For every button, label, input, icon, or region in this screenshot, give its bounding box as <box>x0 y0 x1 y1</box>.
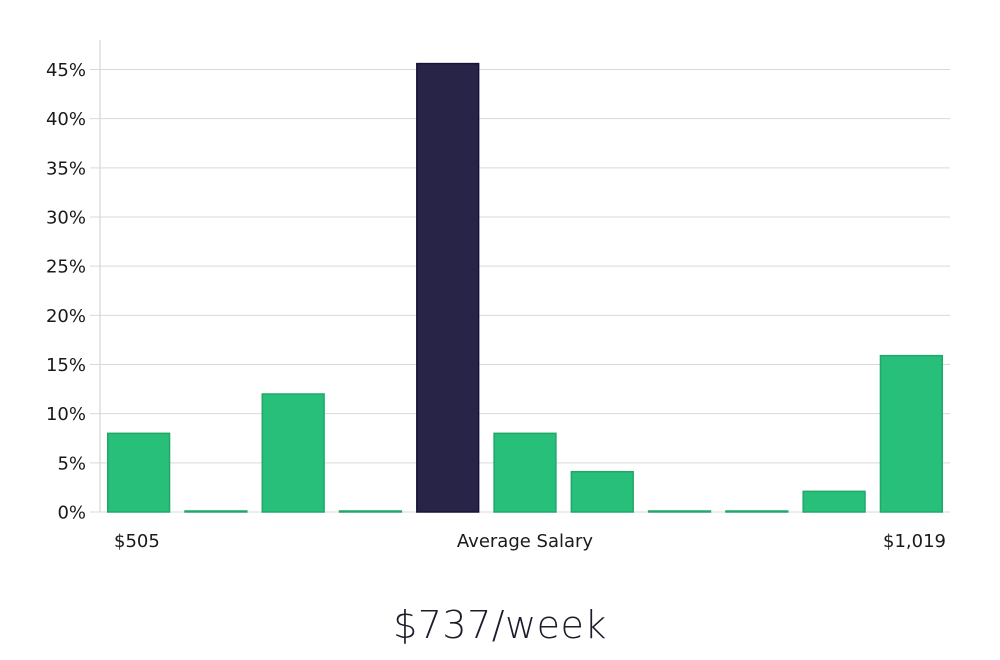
bar <box>493 432 557 513</box>
y-tick-label: 45% <box>46 60 86 81</box>
bar <box>647 510 712 513</box>
chart-svg: 0% 5% 10% 15% 20% 25% 30% 35% 40% 45% $505 Average… <box>46 40 950 552</box>
bar <box>725 510 789 513</box>
y-tick-label: 35% <box>46 158 86 179</box>
y-tick-label: 5% <box>57 453 86 474</box>
y-tick-label: 25% <box>46 257 86 278</box>
y-tick-label: 20% <box>46 306 86 327</box>
x-tick-label: Average Salary <box>457 531 594 552</box>
x-tick-label: $1,019 <box>883 531 946 552</box>
y-tick-label: 0% <box>57 503 86 524</box>
y-tick-label: 10% <box>46 404 86 425</box>
y-tick-label: 40% <box>46 109 86 130</box>
salary-distribution-chart: 0% 5% 10% 15% 20% 25% 30% 35% 40% 45% $505 Average… <box>46 40 950 552</box>
y-tick-labels: 0% 5% 10% 15% 20% 25% 30% 35% 40% 45% <box>46 60 86 524</box>
bar <box>879 354 944 513</box>
y-tick-label: 30% <box>46 208 86 229</box>
bar-layer <box>106 62 944 513</box>
bar <box>106 432 171 513</box>
y-tick-label: 15% <box>46 355 86 376</box>
bar <box>802 490 866 513</box>
bar <box>184 510 248 513</box>
bar-highlight <box>416 62 480 513</box>
bar <box>261 393 325 513</box>
bar <box>338 510 403 513</box>
average-salary-headline: $737/week <box>393 603 607 647</box>
bar <box>570 470 634 513</box>
x-tick-label: $505 <box>114 531 160 552</box>
x-tick-labels: $505 Average Salary $1,019 <box>114 531 946 552</box>
